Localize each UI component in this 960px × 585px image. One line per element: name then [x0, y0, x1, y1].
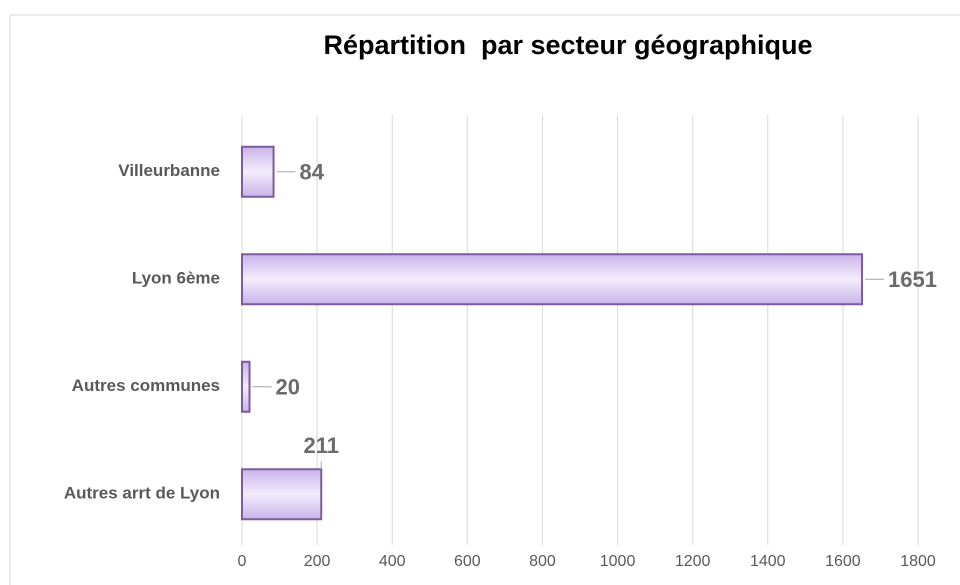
x-tick-label: 800	[529, 553, 556, 570]
y-tick-label: Lyon 6ème	[132, 269, 220, 288]
x-tick-label: 600	[454, 553, 481, 570]
x-tick-label: 1000	[600, 553, 636, 570]
value-label: 20	[276, 375, 300, 400]
bar	[241, 468, 323, 521]
x-tick-label: 200	[304, 553, 331, 570]
bar	[241, 145, 275, 198]
chart-title: Répartition par secteur géographique	[323, 30, 812, 60]
y-tick-label: Autres arrt de Lyon	[64, 484, 220, 503]
bar	[241, 360, 251, 413]
x-tick-label: 400	[379, 553, 406, 570]
x-tick-label: 1200	[675, 553, 711, 570]
value-label: 211	[303, 433, 339, 458]
x-tick-label: 1400	[750, 553, 786, 570]
bar	[241, 253, 864, 306]
y-tick-label: Autres communes	[72, 376, 220, 395]
x-tick-label: 1600	[825, 553, 861, 570]
value-label: 84	[300, 160, 325, 185]
x-tick-label: 1800	[900, 553, 936, 570]
x-tick-label: 0	[238, 553, 247, 570]
y-tick-label: Villeurbanne	[118, 161, 220, 180]
value-label: 1651	[888, 267, 937, 292]
